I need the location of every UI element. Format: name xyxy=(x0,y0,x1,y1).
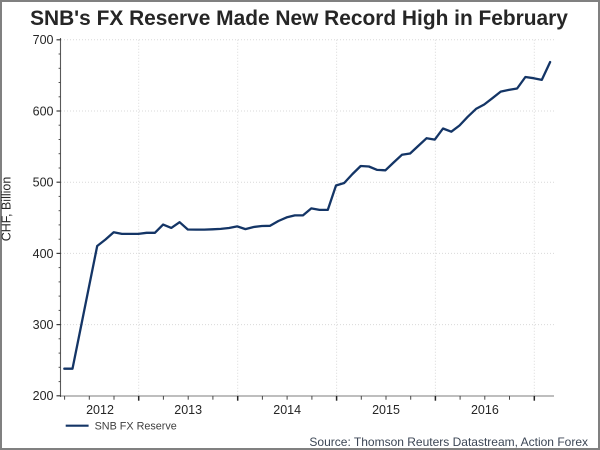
svg-text:500: 500 xyxy=(33,176,54,190)
svg-text:700: 700 xyxy=(33,33,54,47)
svg-text:2013: 2013 xyxy=(174,403,202,417)
svg-text:SNB's FX Reserve Made New Reco: SNB's FX Reserve Made New Record High in… xyxy=(30,7,568,30)
svg-text:200: 200 xyxy=(33,389,54,403)
svg-text:2015: 2015 xyxy=(372,403,400,417)
svg-text:300: 300 xyxy=(33,318,54,332)
svg-text:Source: Thomson Reuters Datast: Source: Thomson Reuters Datastream, Acti… xyxy=(309,435,588,449)
svg-text:CHF, Billion: CHF, Billion xyxy=(0,177,14,242)
svg-text:SNB FX Reserve: SNB FX Reserve xyxy=(95,420,177,432)
svg-text:2012: 2012 xyxy=(86,403,114,417)
svg-text:600: 600 xyxy=(33,104,54,118)
svg-text:400: 400 xyxy=(33,247,54,261)
svg-text:2016: 2016 xyxy=(471,403,499,417)
svg-text:2014: 2014 xyxy=(273,403,301,417)
